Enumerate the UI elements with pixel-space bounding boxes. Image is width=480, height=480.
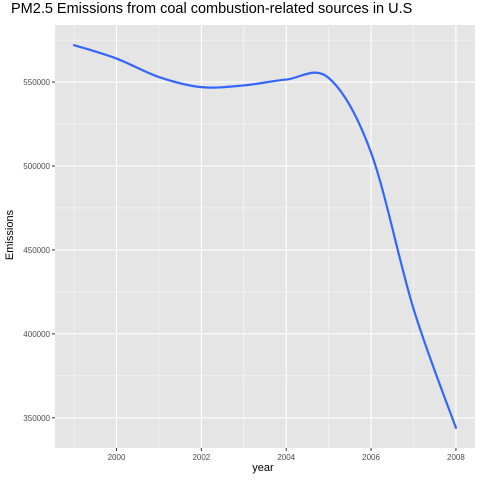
- y-tick-label: 450000: [23, 246, 50, 255]
- x-tick-label: 2008: [447, 453, 465, 462]
- plot-panel: [55, 25, 475, 448]
- chart-title: PM2.5 Emissions from coal combustion-rel…: [11, 1, 413, 17]
- x-tick-label: 2004: [277, 453, 295, 462]
- y-tick-label: 400000: [23, 330, 50, 339]
- x-tick-label: 2000: [108, 453, 126, 462]
- series-line: [72, 44, 458, 429]
- y-tick-label: 550000: [23, 78, 50, 87]
- x-tick-label: 2002: [192, 453, 210, 462]
- y-tick-label: 500000: [23, 162, 50, 171]
- y-axis-label: Emissions: [4, 209, 16, 261]
- y-tick-label: 350000: [23, 414, 50, 423]
- x-tick-label: 2006: [362, 453, 380, 462]
- x-axis-label: year: [252, 462, 274, 474]
